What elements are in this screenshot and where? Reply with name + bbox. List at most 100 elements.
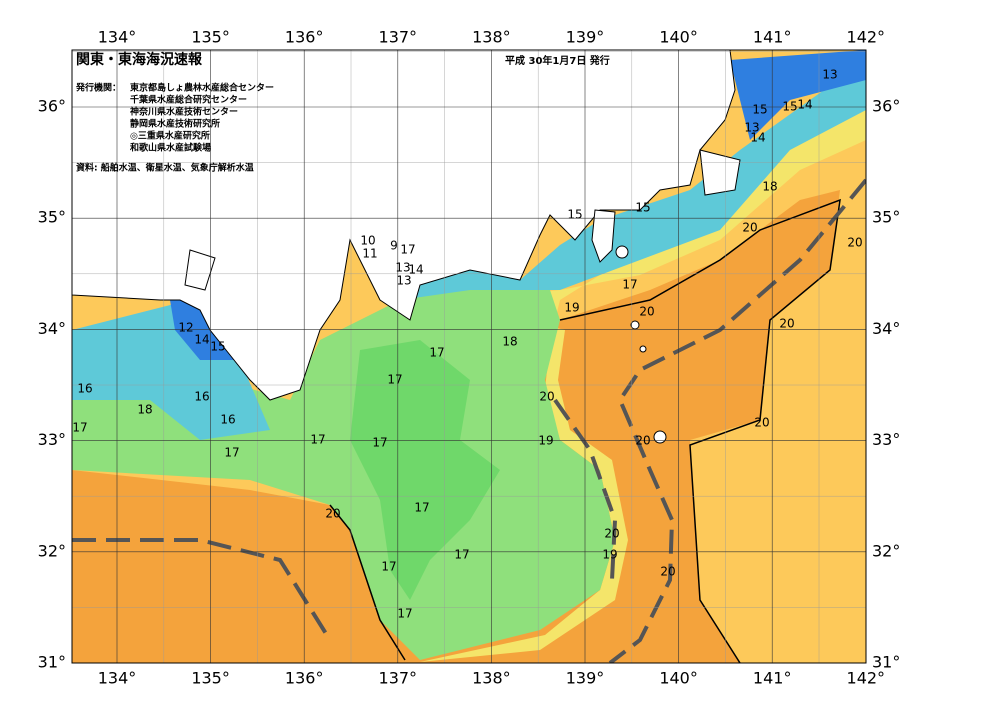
lat-label: 34° bbox=[38, 319, 66, 338]
contour-label: 20 bbox=[742, 221, 757, 235]
lon-label: 139° bbox=[566, 28, 605, 47]
contour-label: 16 bbox=[77, 382, 92, 396]
izu-peninsula bbox=[591, 209, 616, 263]
contour-label: 20 bbox=[325, 507, 340, 521]
contour-label: 19 bbox=[538, 434, 553, 448]
issuer: 東京都島しょ農林水産総合センター bbox=[130, 82, 274, 94]
contour-label: 15 bbox=[567, 208, 582, 222]
contour-label: 14 bbox=[750, 131, 765, 145]
contour-label: 13 bbox=[396, 274, 411, 288]
issue-date: 平成 30年1月7日 発行 bbox=[505, 54, 610, 67]
issuer: 千葉県水産総合研究センター bbox=[130, 94, 247, 106]
contour-label: 17 bbox=[72, 421, 87, 435]
issuer: 静岡県水産技術研究所 bbox=[130, 118, 220, 130]
axis-line bbox=[72, 178, 866, 663]
lon-label: 137° bbox=[379, 669, 418, 688]
contour-label: 15 bbox=[752, 103, 767, 117]
contour-label: 20 bbox=[847, 236, 862, 250]
lon-label: 135° bbox=[191, 669, 230, 688]
lon-label: 140° bbox=[659, 28, 698, 47]
lat-label: 33° bbox=[872, 430, 900, 449]
boso-peninsula bbox=[699, 149, 741, 196]
bay-cold bbox=[170, 50, 866, 360]
lat-label: 35° bbox=[38, 208, 66, 227]
issuer: 神奈川県水産技術センター bbox=[130, 106, 238, 118]
issuer: ◎三重県水産研究所 bbox=[130, 130, 210, 142]
lat-label: 36° bbox=[872, 97, 900, 116]
contour-label: 20 bbox=[754, 416, 769, 430]
lon-label: 134° bbox=[98, 669, 137, 688]
contour-label: 15 bbox=[635, 201, 650, 215]
contour-label: 14 bbox=[408, 263, 423, 277]
contour-label: 17 bbox=[414, 501, 429, 515]
lon-label: 136° bbox=[285, 28, 324, 47]
frame bbox=[71, 49, 867, 664]
contour-label: 11 bbox=[362, 247, 377, 261]
lon-label: 136° bbox=[285, 669, 324, 688]
contour-label: 20 bbox=[604, 527, 619, 541]
contour-label: 18 bbox=[502, 335, 517, 349]
contour-label: 17 bbox=[372, 436, 387, 450]
lon-label: 137° bbox=[379, 28, 418, 47]
contour-label: 17 bbox=[224, 446, 239, 460]
contour-label: 13 bbox=[395, 261, 410, 275]
lon-label: 138° bbox=[472, 669, 511, 688]
island bbox=[615, 245, 629, 259]
contour-label: 17 bbox=[429, 346, 444, 360]
contour-label: 19 bbox=[602, 548, 617, 562]
contour-label: 13 bbox=[744, 121, 759, 135]
lat-label: 36° bbox=[38, 97, 66, 116]
lat-label: 31° bbox=[38, 653, 66, 672]
contour-label: 20 bbox=[539, 390, 554, 404]
lon-label: 135° bbox=[191, 28, 230, 47]
awaji bbox=[184, 249, 216, 291]
contour-label: 20 bbox=[779, 317, 794, 331]
lat-label: 33° bbox=[38, 430, 66, 449]
issuer: 和歌山県水産試験場 bbox=[129, 142, 211, 154]
contour-label: 15 bbox=[782, 100, 797, 114]
island bbox=[639, 345, 647, 353]
lon-label: 142° bbox=[847, 669, 886, 688]
island bbox=[630, 320, 640, 330]
contour-label: 17 bbox=[387, 373, 402, 387]
graticule bbox=[72, 50, 866, 663]
contour-label: 17 bbox=[381, 560, 396, 574]
contour-label: 12 bbox=[178, 321, 193, 335]
lon-label: 141° bbox=[753, 28, 792, 47]
land bbox=[72, 50, 736, 401]
contour-label: 17 bbox=[310, 433, 325, 447]
lat-label: 32° bbox=[872, 541, 900, 560]
issuers-label: 発行機関： bbox=[75, 82, 121, 94]
contour-label: 20 bbox=[639, 305, 654, 319]
contour-label: 16 bbox=[220, 413, 235, 427]
lon-label: 138° bbox=[472, 28, 511, 47]
contour-label: 14 bbox=[194, 333, 209, 347]
contour-label: 16 bbox=[194, 390, 209, 404]
green-patch bbox=[350, 340, 500, 600]
title: 関東・東海海況速報 bbox=[76, 51, 203, 68]
contour-label: 18 bbox=[137, 403, 152, 417]
lat-label: 32° bbox=[38, 541, 66, 560]
labels: 134° 134° 135° 135° 136° 136° 137° 137° 138° 138°… bbox=[38, 28, 901, 688]
lon-label: 139° bbox=[566, 669, 605, 688]
lat-label: 35° bbox=[872, 208, 900, 227]
contour-label: 20 bbox=[635, 434, 650, 448]
map-body bbox=[72, 50, 866, 663]
contour-label: 10 bbox=[360, 234, 375, 248]
island bbox=[653, 430, 667, 444]
lat-label: 34° bbox=[872, 319, 900, 338]
contour-label: 13 bbox=[822, 68, 837, 82]
contour-label: 17 bbox=[454, 548, 469, 562]
contour-label: 17 bbox=[622, 278, 637, 292]
lon-label: 141° bbox=[753, 669, 792, 688]
contour-label: 20 bbox=[660, 565, 675, 579]
contour-label: 19 bbox=[564, 301, 579, 315]
lon-label: 140° bbox=[659, 669, 698, 688]
contour-label: 14 bbox=[797, 98, 812, 112]
lon-label: 134° bbox=[98, 28, 137, 47]
source: 資料: 船舶水温、衛星水温、気象庁解析水温 bbox=[76, 162, 254, 174]
front-line bbox=[329, 198, 841, 663]
contour-label: 17 bbox=[397, 607, 412, 621]
contour-label: 18 bbox=[762, 180, 777, 194]
